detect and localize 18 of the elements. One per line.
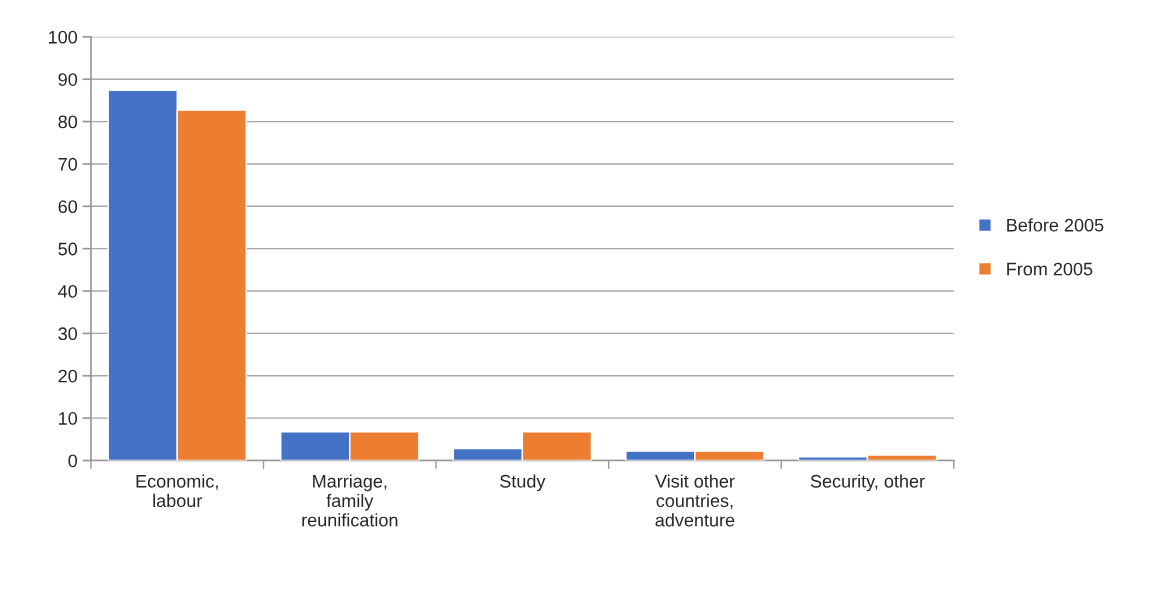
y-tick-label: 60 [58,200,78,214]
y-tick-label: 100 [49,30,78,44]
y-tick-label: 90 [58,73,78,86]
x-tick-label: Economic, labour [136,474,218,508]
y-tick-label: 0 [68,454,78,468]
y-tick-label: 40 [58,284,78,298]
x-tick-label: Marriage, family reunification [302,474,398,527]
y-tick-label: 80 [58,115,78,129]
x-tick-label: Security, other [810,474,925,492]
x-tick-label: Study [500,474,546,492]
legend-label: Before 2005 [1007,218,1104,232]
y-tick-label: 70 [58,157,78,171]
legend-label: From 2005 [1007,262,1093,276]
y-tick-label: 20 [58,369,78,383]
x-tick-label: Visit other countries, adventure [655,474,735,527]
y-tick-label: 10 [59,412,78,425]
y-tick-label: 30 [58,327,78,341]
y-tick-label: 50 [58,242,78,256]
